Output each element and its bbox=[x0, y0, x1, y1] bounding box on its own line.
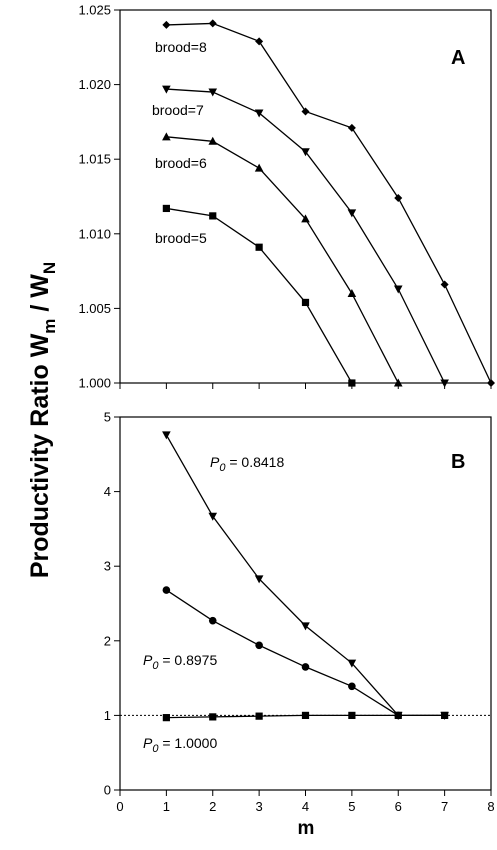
data-point bbox=[347, 659, 357, 668]
data-point bbox=[347, 123, 356, 132]
data-point bbox=[255, 712, 263, 720]
series-label: brood=5 bbox=[155, 230, 207, 246]
y-tick-label: 1.025 bbox=[78, 3, 111, 18]
panel-letter: A bbox=[451, 47, 465, 69]
data-point bbox=[254, 575, 264, 584]
x-axis-label: m bbox=[298, 818, 315, 839]
series-brood-5 bbox=[162, 204, 356, 387]
data-point bbox=[487, 379, 495, 387]
y-tick-label: 1.020 bbox=[78, 77, 111, 92]
data-point bbox=[208, 512, 218, 521]
data-point bbox=[162, 85, 171, 94]
data-point bbox=[162, 431, 171, 440]
data-point bbox=[347, 288, 357, 297]
y-tick-label: 4 bbox=[104, 484, 111, 499]
series-brood-7 bbox=[162, 85, 449, 388]
x-tick-label: 1 bbox=[163, 799, 170, 814]
data-point bbox=[440, 280, 449, 289]
data-point bbox=[162, 204, 170, 213]
data-point bbox=[301, 107, 310, 116]
x-tick-label: 5 bbox=[348, 799, 355, 814]
x-tick-label: 6 bbox=[395, 799, 402, 814]
y-tick-label: 1.010 bbox=[78, 226, 111, 241]
data-point bbox=[254, 163, 264, 172]
data-point bbox=[394, 711, 402, 719]
series-label: brood=7 bbox=[152, 102, 204, 118]
data-point bbox=[301, 298, 310, 307]
y-tick-label: 1.005 bbox=[78, 301, 111, 316]
y-tick-label: 1 bbox=[104, 708, 111, 723]
x-tick-label: 7 bbox=[441, 799, 448, 814]
y-axis-label: Productivity Ratio Wm / WN bbox=[26, 262, 59, 578]
data-point bbox=[301, 214, 310, 223]
data-point bbox=[301, 711, 310, 719]
data-point bbox=[255, 641, 263, 650]
series-line bbox=[166, 136, 399, 384]
data-point bbox=[208, 19, 217, 28]
panel-letter: B bbox=[451, 451, 465, 473]
data-point bbox=[394, 193, 403, 202]
data-point bbox=[162, 132, 171, 141]
series-p0-0-8418 bbox=[162, 431, 449, 720]
data-point bbox=[208, 136, 218, 145]
y-tick-label: 3 bbox=[104, 559, 111, 574]
data-point bbox=[209, 212, 217, 220]
data-point bbox=[393, 378, 403, 387]
x-tick-label: 0 bbox=[116, 799, 123, 814]
panel-b: 0 1 2 3 4 5 0 1 2 3 4 5 6 7 8 P0 = 0.8418 P0 = 0.8975 P0 … bbox=[104, 410, 495, 815]
data-point bbox=[162, 586, 171, 594]
data-point bbox=[347, 209, 357, 218]
y-tick-label: 5 bbox=[104, 410, 111, 425]
series-label: P0 = 0.8975 bbox=[143, 652, 217, 672]
data-point bbox=[254, 109, 264, 118]
series-brood-8 bbox=[162, 19, 495, 387]
series-label: brood=6 bbox=[155, 155, 207, 171]
data-point bbox=[301, 622, 310, 631]
series-line bbox=[166, 589, 399, 716]
y-tick-label: 2 bbox=[104, 633, 111, 648]
data-point bbox=[393, 285, 403, 294]
x-tick-label: 8 bbox=[487, 799, 494, 814]
data-point bbox=[255, 243, 263, 251]
data-point bbox=[348, 379, 356, 387]
series-label: P0 = 0.8418 bbox=[210, 454, 284, 474]
data-point bbox=[209, 713, 217, 721]
data-point bbox=[162, 714, 170, 722]
series-label: P0 = 1.0000 bbox=[143, 735, 217, 755]
plot-frame bbox=[119, 9, 492, 384]
series-line bbox=[166, 22, 492, 384]
data-point bbox=[348, 682, 356, 691]
panel-a: 1.000 1.005 1.010 1.015 1.020 1.025 brood=8 bro… bbox=[78, 3, 495, 391]
series-line bbox=[165, 434, 445, 717]
data-point bbox=[255, 37, 264, 46]
y-axis-label-sub1: m bbox=[40, 319, 59, 334]
data-point bbox=[441, 711, 449, 719]
data-point bbox=[301, 148, 310, 157]
series-p0-1-0000 bbox=[162, 711, 449, 722]
series-brood-6 bbox=[162, 132, 403, 387]
y-tick-label: 0 bbox=[104, 783, 111, 798]
y-axis-label-mid: / W bbox=[26, 274, 54, 319]
data-point bbox=[348, 711, 356, 719]
y-axis-label-sub2: N bbox=[40, 262, 59, 274]
x-tick-label: 3 bbox=[256, 799, 263, 814]
y-axis-label-main: Productivity Ratio W bbox=[26, 333, 54, 578]
data-point bbox=[440, 379, 449, 388]
data-point bbox=[162, 20, 171, 29]
data-point bbox=[301, 663, 310, 671]
y-tick-label: 1.015 bbox=[78, 152, 111, 167]
series-line bbox=[166, 88, 446, 384]
series-label: brood=8 bbox=[155, 39, 207, 55]
y-tick-label: 1.000 bbox=[78, 376, 111, 391]
data-point bbox=[208, 88, 218, 97]
x-tick-label: 4 bbox=[302, 799, 309, 814]
x-tick-label: 2 bbox=[209, 799, 216, 814]
data-point bbox=[208, 616, 217, 625]
